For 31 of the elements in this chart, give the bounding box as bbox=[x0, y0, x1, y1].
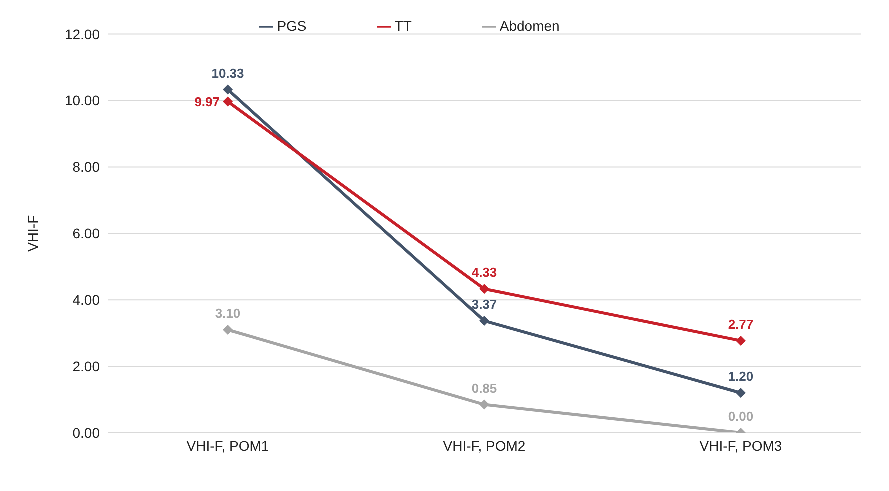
data-label: 9.97 bbox=[194, 94, 220, 110]
point bbox=[223, 325, 233, 335]
y-tick-label: 12.00 bbox=[64, 26, 100, 42]
x-tick-label: VHI-F, POM3 bbox=[700, 438, 782, 454]
point bbox=[223, 84, 233, 95]
data-label: 4.33 bbox=[472, 265, 498, 280]
y-tick-label: 4.00 bbox=[72, 292, 100, 308]
point bbox=[736, 388, 746, 398]
y-tick-label: 10.00 bbox=[64, 92, 100, 109]
point bbox=[736, 336, 746, 346]
legend-label: Abdomen bbox=[500, 18, 560, 34]
point bbox=[480, 316, 490, 326]
point bbox=[480, 400, 490, 410]
data-label: 3.10 bbox=[215, 306, 241, 321]
data-label: 10.33 bbox=[212, 66, 244, 81]
data-label: 2.77 bbox=[728, 316, 754, 332]
point bbox=[223, 96, 233, 107]
y-tick-label: 6.00 bbox=[72, 226, 100, 242]
x-tick-label: VHI-F, POM1 bbox=[186, 438, 270, 454]
x-tick-label: VHI-F, POM2 bbox=[443, 438, 526, 454]
data-label: 3.37 bbox=[472, 297, 498, 312]
legend-label: PGS bbox=[277, 18, 307, 34]
data-label: 1.20 bbox=[728, 369, 754, 384]
data-label: 0.85 bbox=[472, 380, 498, 396]
legend-label: TT bbox=[394, 18, 412, 34]
y-axis-title: VHI-F bbox=[24, 215, 41, 252]
y-tick-label: 8.00 bbox=[72, 159, 100, 176]
y-tick-label: 0.00 bbox=[72, 424, 100, 441]
y-tick-label: 2.00 bbox=[72, 358, 100, 375]
data-label: 0.00 bbox=[728, 409, 754, 424]
point bbox=[480, 284, 490, 294]
